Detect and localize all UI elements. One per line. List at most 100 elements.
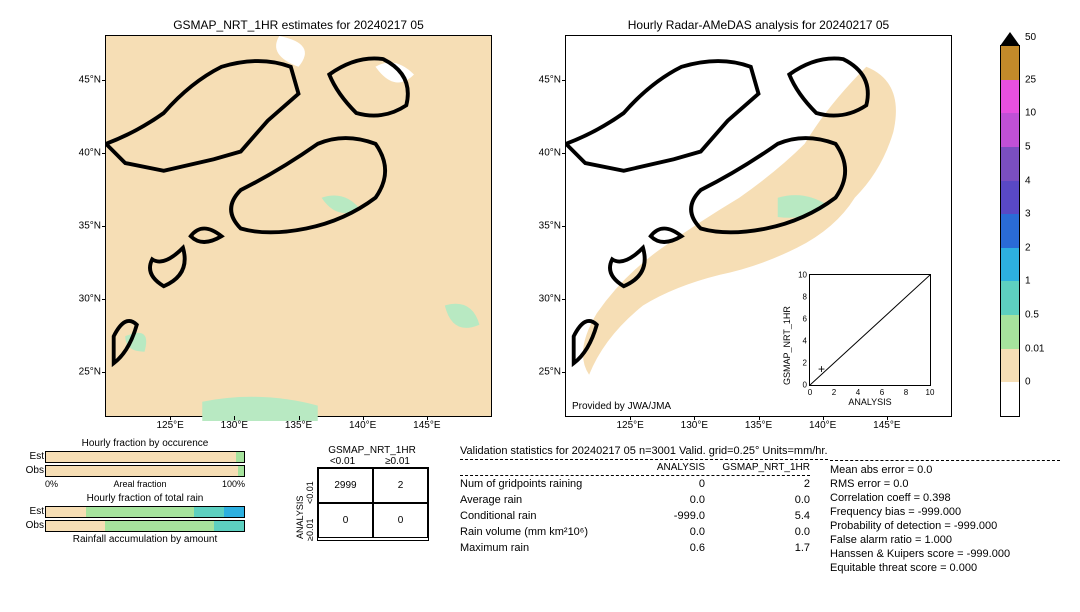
conf-col1: ≥0.01 <box>370 456 425 467</box>
inset-ytick: 6 <box>795 315 807 324</box>
inset-xtick: 10 <box>926 388 935 397</box>
inset-ylabel: GSMAP_NRT_1HR <box>782 275 792 385</box>
score-line: Hanssen & Kuipers score = -999.000 <box>830 548 1060 560</box>
tot-obs-bar: Obs <box>45 520 245 532</box>
tot-est-bar: Est <box>45 506 245 518</box>
svg-text:+: + <box>818 362 825 376</box>
colorbar-tick: 10 <box>1025 108 1036 119</box>
colorbar-segment <box>1001 214 1019 248</box>
xtick: 130°E <box>221 420 248 431</box>
inset-xtick: 2 <box>832 388 836 397</box>
inset-xlabel: ANALYSIS <box>810 397 930 407</box>
score-line: Frequency bias = -999.000 <box>830 506 1060 518</box>
map-title-left: GSMAP_NRT_1HR estimates for 20240217 05 <box>106 18 491 32</box>
stats-row: Num of gridpoints raining02 <box>460 478 828 490</box>
inset-ytick: 10 <box>795 271 807 280</box>
radar-amedas-map: Hourly Radar-AMeDAS analysis for 2024021… <box>565 35 952 417</box>
stats-col-b: GSMAP_NRT_1HR <box>705 462 810 473</box>
colorbar-tick: 2 <box>1025 242 1031 253</box>
ytick: 45°N <box>71 74 101 85</box>
inset-ytick: 2 <box>795 359 807 368</box>
ytick: 30°N <box>71 294 101 305</box>
colorbar-segment <box>1001 181 1019 215</box>
xtick: 125°E <box>616 420 643 431</box>
ytick: 35°N <box>71 221 101 232</box>
stats-row: Rain volume (mm km²10⁶)0.00.0 <box>460 526 828 538</box>
colorbar-segment <box>1001 349 1019 383</box>
colorbar-tick: 3 <box>1025 209 1031 220</box>
xtick: 135°E <box>285 420 312 431</box>
inset-ytick: 4 <box>795 337 807 346</box>
occ-obs-bar: Obs <box>45 465 245 477</box>
accum-title: Rainfall accumulation by amount <box>45 534 245 545</box>
occurence-title: Hourly fraction by occurence <box>45 438 245 449</box>
stats-row: Conditional rain-999.05.4 <box>460 510 828 522</box>
xtick: 140°E <box>349 420 376 431</box>
colorbar-tick: 0.5 <box>1025 310 1039 321</box>
ytick: 30°N <box>531 294 561 305</box>
areal-0: 0% <box>45 479 58 489</box>
occ-est-bar: Est <box>45 451 245 463</box>
inset-xtick: 8 <box>904 388 908 397</box>
inset-ytick: 8 <box>795 293 807 302</box>
score-line: Correlation coeff = 0.398 <box>830 492 1060 504</box>
total-rain-title: Hourly fraction of total rain <box>45 493 245 504</box>
colorbar-tick: 0.01 <box>1025 343 1044 354</box>
provided-by-label: Provided by JWA/JMA <box>572 401 671 412</box>
ytick: 35°N <box>531 221 561 232</box>
colorbar-tick: 4 <box>1025 175 1031 186</box>
xtick: 135°E <box>745 420 772 431</box>
gsmap-estimate-map: GSMAP_NRT_1HR estimates for 20240217 05 … <box>105 35 492 417</box>
colorbar-top-label: 50 <box>1025 32 1036 43</box>
inset-xtick: 4 <box>856 388 860 397</box>
validation-stats: Validation statistics for 20240217 05 n=… <box>460 445 828 558</box>
inset-xtick: 6 <box>880 388 884 397</box>
inset-xtick: 0 <box>808 388 812 397</box>
conf-col-title: GSMAP_NRT_1HR <box>315 445 429 456</box>
areal-label: Areal fraction <box>113 479 166 489</box>
colorbar-tick: 0 <box>1025 377 1031 388</box>
colorbar-over-arrow <box>1000 32 1020 46</box>
colorbar-segment <box>1001 113 1019 147</box>
xtick: 145°E <box>413 420 440 431</box>
conf-col0: <0.01 <box>315 456 370 467</box>
coastline-left <box>106 36 491 421</box>
score-line: RMS error = 0.0 <box>830 478 1060 490</box>
conf-01: 2 <box>373 468 428 503</box>
score-line: Equitable threat score = 0.000 <box>830 562 1060 574</box>
conf-00: 2999 <box>318 468 373 503</box>
conf-row0: <0.01 <box>305 467 315 504</box>
colorbar-segment <box>1001 382 1019 416</box>
stats-row: Average rain0.00.0 <box>460 494 828 506</box>
xtick: 130°E <box>681 420 708 431</box>
areal-100: 100% <box>222 479 245 489</box>
map-title-right: Hourly Radar-AMeDAS analysis for 2024021… <box>566 18 951 32</box>
ytick: 40°N <box>531 147 561 158</box>
colorbar-segment <box>1001 80 1019 114</box>
stats-row: Maximum rain0.61.7 <box>460 542 828 554</box>
stats-col-a: ANALYSIS <box>635 462 705 473</box>
xtick: 125°E <box>156 420 183 431</box>
score-line: Mean abs error = 0.0 <box>830 464 1060 476</box>
conf-row-title: ANALYSIS <box>295 467 305 539</box>
validation-scores: Mean abs error = 0.0 RMS error = 0.0 Corre… <box>830 460 1060 576</box>
colorbar-tick: 1 <box>1025 276 1031 287</box>
colorbar-tick: 25 <box>1025 74 1036 85</box>
colorbar-segment <box>1001 281 1019 315</box>
inset-ytick: 0 <box>795 381 807 390</box>
score-line: Probability of detection = -999.000 <box>830 520 1060 532</box>
ytick: 45°N <box>531 74 561 85</box>
colorbar-segment <box>1001 46 1019 80</box>
ytick: 40°N <box>71 147 101 158</box>
colorbar: 50 00.010.5123451025 <box>1000 45 1020 417</box>
xtick: 145°E <box>873 420 900 431</box>
colorbar-segment <box>1001 315 1019 349</box>
score-line: False alarm ratio = 1.000 <box>830 534 1060 546</box>
colorbar-tick: 5 <box>1025 141 1031 152</box>
fraction-barcharts: Hourly fraction by occurence Est Obs 0% … <box>45 438 245 547</box>
conf-row1: ≥0.01 <box>305 504 315 541</box>
ytick: 25°N <box>531 367 561 378</box>
colorbar-segment <box>1001 147 1019 181</box>
xtick: 140°E <box>809 420 836 431</box>
scatter-inset: + 0246810 0246810 ANALYSIS GSMAP_NRT_1HR <box>809 274 931 386</box>
